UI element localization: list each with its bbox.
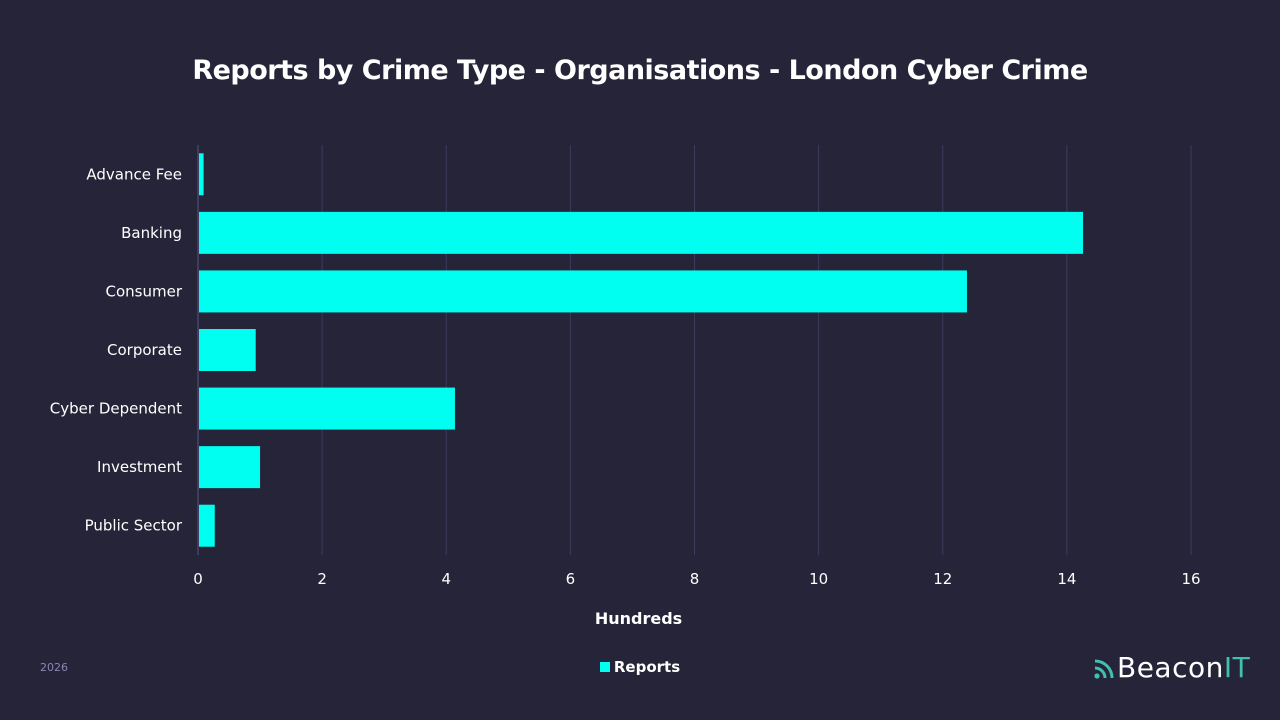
y-tick-label: Investment (97, 458, 182, 476)
bar-banking (199, 211, 1084, 254)
logo-main: Beacon (1117, 651, 1224, 684)
y-tick-label: Corporate (107, 341, 182, 359)
x-tick-label: 16 (1181, 570, 1200, 588)
beaconit-logo: BeaconIT (1093, 651, 1250, 684)
year-label: 2026 (40, 661, 68, 674)
bar-consumer (199, 270, 967, 313)
x-tick-label: 12 (933, 570, 952, 588)
x-tick-label: 6 (566, 570, 576, 588)
legend: Reports (0, 658, 1280, 676)
signal-icon (1094, 659, 1114, 679)
bar-public-sector (199, 504, 215, 547)
y-tick-label: Public Sector (85, 517, 183, 535)
y-tick-label: Advance Fee (86, 165, 182, 183)
legend-label: Reports (613, 658, 681, 676)
bar-investment (199, 446, 261, 489)
x-tick-label: 0 (193, 570, 203, 588)
y-tick-label: Cyber Dependent (50, 400, 182, 418)
x-tick-label: 10 (809, 570, 828, 588)
y-tick-label: Consumer (106, 282, 183, 300)
bar-cyber-dependent (199, 387, 455, 430)
logo-accent: IT (1223, 651, 1251, 684)
bar-chart: 0 2 4 6 8 10 12 14 16 Hundreds Advance Fee Banking C… (50, 145, 1201, 628)
x-axis-label: Hundreds (595, 609, 682, 628)
x-tick-label: 8 (690, 570, 700, 588)
bar-advance-fee (199, 153, 204, 196)
x-tick-label: 4 (441, 570, 451, 588)
x-tick-label: 14 (1057, 570, 1076, 588)
bar-corporate (199, 329, 256, 371)
legend-swatch (599, 662, 610, 672)
y-tick-label: Banking (121, 224, 182, 242)
x-tick-label: 2 (317, 570, 327, 588)
chart-title: Reports by Crime Type - Organisations - … (192, 55, 1088, 86)
